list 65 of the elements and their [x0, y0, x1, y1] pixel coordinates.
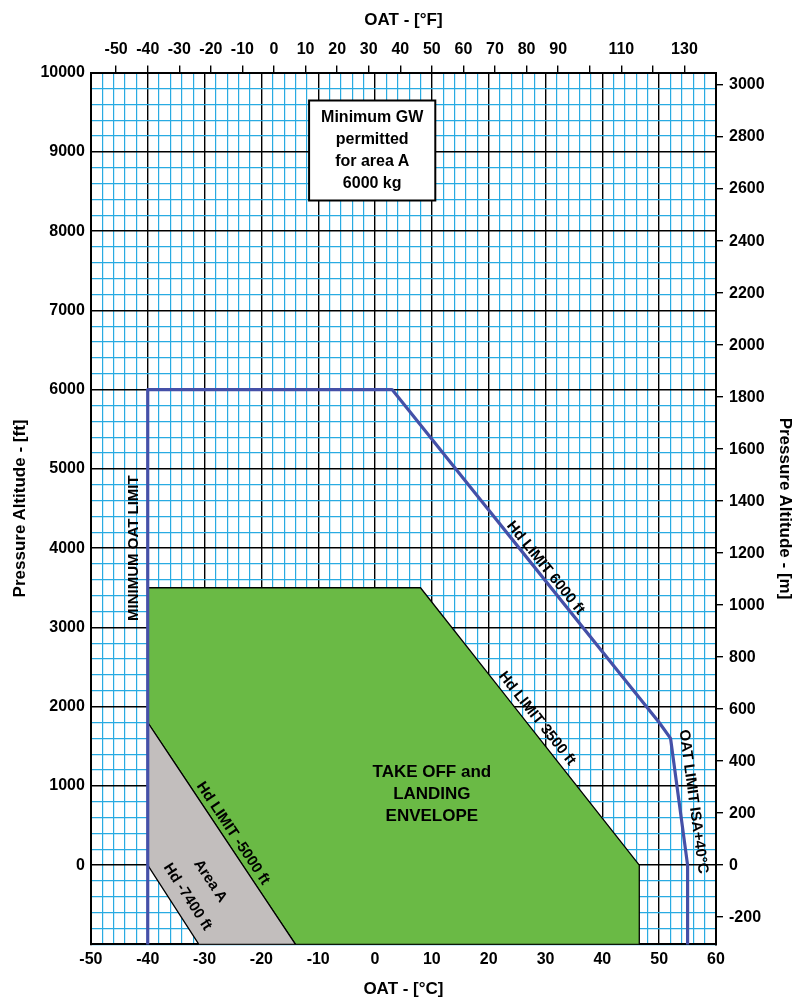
- y2-axis-title: Pressure Altitude - [m]: [776, 417, 796, 600]
- x2-tick-label: 20: [328, 40, 347, 58]
- x-tick-label: -30: [192, 950, 217, 968]
- y2-tick-label: 1800: [729, 387, 765, 405]
- x-tick-label: 40: [593, 950, 612, 968]
- x-tick-label: -10: [306, 950, 330, 968]
- x2-tick-label: -30: [167, 40, 191, 58]
- x2-tick-label: 40: [391, 40, 410, 58]
- y-tick-label: 4000: [49, 538, 85, 556]
- x2-tick-label: -20: [199, 40, 223, 58]
- y2-tick-label: 200: [729, 803, 756, 821]
- x-tick-label: 0: [370, 950, 380, 968]
- y2-tick-label: 1400: [729, 491, 765, 509]
- y2-tick-label: 2600: [729, 179, 765, 197]
- x-axis-title: OAT - [°C]: [363, 979, 444, 999]
- y2-tick-label: -200: [729, 907, 762, 925]
- y2-tick-label: 600: [729, 699, 756, 717]
- y2-tick-label: 2000: [729, 335, 765, 353]
- y-tick-label: 2000: [49, 697, 85, 715]
- x2-tick-label: -50: [104, 40, 128, 58]
- y2-tick-label: 2400: [729, 231, 765, 249]
- x2-tick-label: 130: [671, 40, 698, 58]
- x-tick-label: 60: [707, 950, 726, 968]
- y2-tick-label: 2800: [729, 127, 765, 145]
- x2-axis-title: OAT - [°F]: [364, 9, 443, 29]
- y-tick-label: 6000: [49, 380, 85, 398]
- annotation: MINIMUM OAT LIMIT: [123, 475, 141, 621]
- annotation: Minimum GW permitted for area A 6000 kg: [321, 108, 425, 192]
- y2-tick-label: 400: [729, 751, 756, 769]
- x2-tick-label: 0: [269, 40, 279, 58]
- x2-tick-label: 30: [359, 40, 378, 58]
- y-tick-label: 9000: [49, 142, 85, 160]
- y2-tick-label: 800: [729, 647, 756, 665]
- y2-tick-label: 0: [729, 855, 739, 873]
- y-tick-label: 0: [75, 855, 85, 873]
- x2-tick-label: -40: [136, 40, 160, 58]
- y-tick-label: 1000: [49, 776, 85, 794]
- y2-tick-label: 1600: [729, 439, 765, 457]
- x-tick-label: 10: [422, 950, 441, 968]
- x-tick-label: 30: [536, 950, 555, 968]
- y2-tick-label: 1200: [729, 543, 765, 561]
- x2-tick-label: 70: [486, 40, 505, 58]
- x2-tick-label: 80: [517, 40, 536, 58]
- y2-tick-label: 2200: [729, 283, 765, 301]
- x-tick-label: -50: [79, 950, 103, 968]
- y-tick-label: 5000: [49, 459, 85, 477]
- x2-tick-label: 50: [422, 40, 441, 58]
- y2-tick-label: 1000: [729, 595, 765, 613]
- y-tick-label: 3000: [49, 617, 85, 635]
- y-tick-label: 8000: [49, 221, 85, 239]
- x2-tick-label: -10: [230, 40, 255, 58]
- x2-tick-label: 110: [608, 40, 635, 58]
- x-tick-label: 20: [479, 950, 498, 968]
- x2-tick-label: 10: [296, 40, 315, 58]
- y2-tick-label: 3000: [729, 75, 765, 93]
- y-tick-label: 7000: [49, 300, 85, 318]
- x-tick-label: -20: [249, 950, 274, 968]
- x-tick-label: -40: [136, 950, 160, 968]
- annotation: OAT LIMIT ISA+40°C: [676, 728, 713, 875]
- y-axis-title: Pressure Altitude - [ft]: [9, 419, 29, 598]
- x2-tick-label: 60: [454, 40, 473, 58]
- y-tick-label: 10000: [40, 63, 85, 81]
- x2-tick-label: 90: [549, 40, 568, 58]
- annotation: TAKE OFF and LANDING ENVELOPE: [372, 761, 492, 825]
- x-tick-label: 50: [650, 950, 669, 968]
